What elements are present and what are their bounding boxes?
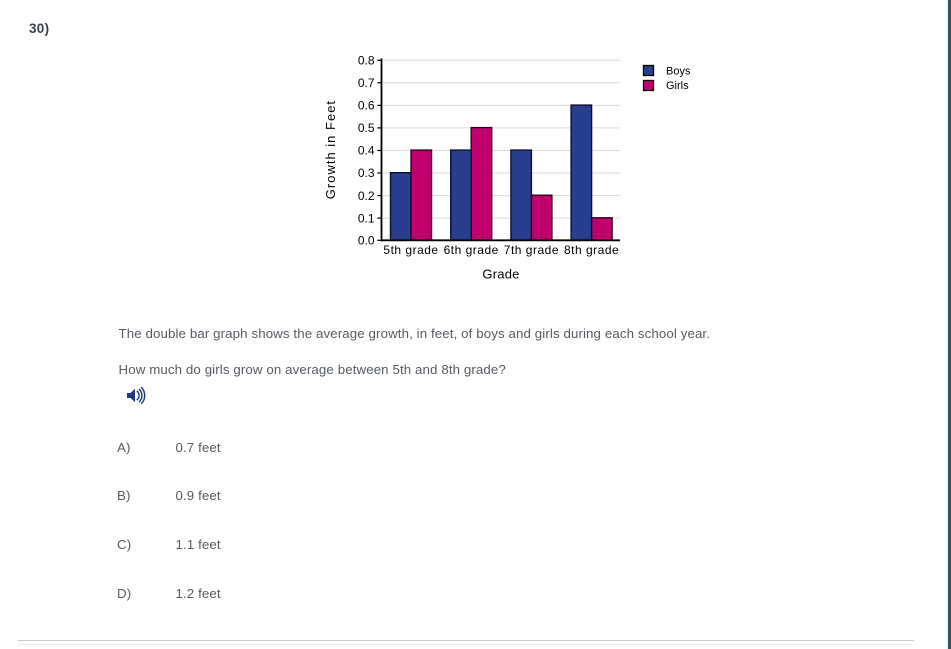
svg-text:6th grade: 6th grade — [444, 243, 499, 257]
svg-text:0.3: 0.3 — [358, 166, 375, 180]
svg-text:0.4: 0.4 — [358, 144, 375, 158]
svg-text:0.8: 0.8 — [358, 54, 375, 68]
svg-text:0.0: 0.0 — [358, 234, 375, 248]
svg-text:0.7: 0.7 — [358, 76, 375, 90]
svg-text:0.5: 0.5 — [358, 121, 375, 135]
svg-text:7th grade: 7th grade — [504, 243, 559, 257]
svg-text:5th grade: 5th grade — [383, 243, 438, 257]
svg-text:Grade: Grade — [482, 267, 519, 282]
svg-text:0.1: 0.1 — [358, 211, 375, 225]
svg-text:Boys: Boys — [666, 66, 691, 78]
svg-text:Growth in Feet: Growth in Feet — [323, 100, 338, 199]
svg-text:0.2: 0.2 — [358, 189, 375, 203]
svg-text:0.6: 0.6 — [358, 99, 375, 113]
svg-text:8th grade: 8th grade — [564, 243, 619, 257]
svg-text:Girls: Girls — [666, 80, 689, 92]
